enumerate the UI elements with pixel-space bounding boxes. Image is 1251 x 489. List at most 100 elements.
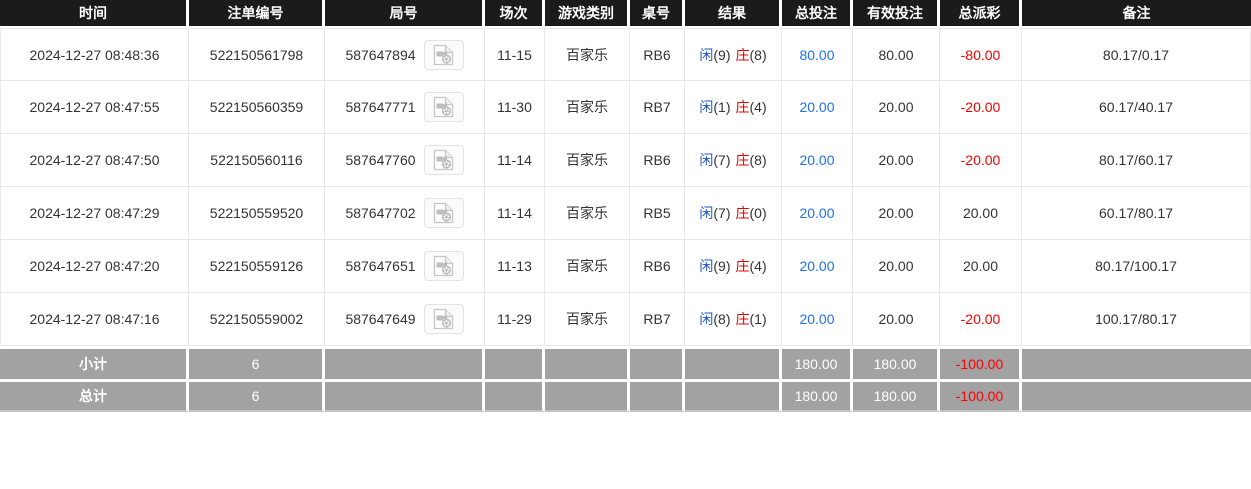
cell-remark: 60.17/80.17 xyxy=(1022,187,1251,240)
cell-session: 11-15 xyxy=(485,28,545,81)
result-player-score: (9) xyxy=(713,258,731,274)
cell-total-bet: 20.00 xyxy=(782,293,853,346)
cell-remark: 80.17/0.17 xyxy=(1022,28,1251,81)
column-header-9: 总派彩 xyxy=(940,0,1022,28)
cell-remark: 80.17/100.17 xyxy=(1022,240,1251,293)
table-row: 2024-12-27 08:47:29 522150559520 5876477… xyxy=(0,187,1251,240)
cell-result: 闲(7) 庄(8) xyxy=(685,134,782,187)
cell-session: 11-30 xyxy=(485,81,545,134)
summary-empty-cell xyxy=(685,379,782,412)
cell-round-number: 587647894 xyxy=(325,28,485,81)
video-replay-button[interactable] xyxy=(423,251,464,281)
table-footer: 小计 6 180.00 180.00 -100.00 总计 6 180.00 1… xyxy=(0,346,1251,412)
summary-empty-cell xyxy=(1022,346,1251,379)
video-replay-button[interactable] xyxy=(423,39,464,70)
cell-remark: 100.17/80.17 xyxy=(1022,293,1251,346)
cell-round-number: 587647649 xyxy=(325,293,485,346)
video-replay-button[interactable] xyxy=(423,304,464,334)
cell-valid-bet: 20.00 xyxy=(853,81,940,134)
result-player-label: 闲 xyxy=(699,152,714,168)
cell-bet-number: 522150561798 xyxy=(189,28,325,81)
result-banker-label: 庄 xyxy=(735,258,750,274)
result-player-label: 闲 xyxy=(699,99,714,115)
round-number: 587647760 xyxy=(345,152,416,168)
result-player-label: 闲 xyxy=(699,311,714,327)
table-row: 2024-12-27 08:47:16 522150559002 5876476… xyxy=(0,293,1251,346)
cell-time: 2024-12-27 08:47:16 xyxy=(0,293,189,346)
result-banker-label: 庄 xyxy=(735,152,750,168)
cell-total-bet: 20.00 xyxy=(782,134,853,187)
table-row: 2024-12-27 08:47:50 522150560116 5876477… xyxy=(0,134,1251,187)
result-banker-score: (4) xyxy=(749,258,767,274)
result-banker-score: (4) xyxy=(749,99,767,115)
cell-valid-bet: 20.00 xyxy=(853,240,940,293)
result-banker-label: 庄 xyxy=(735,205,750,221)
cell-result: 闲(9) 庄(4) xyxy=(685,240,782,293)
result-banker-score: (1) xyxy=(749,311,767,327)
summary-total-payout: -100.00 xyxy=(940,379,1022,412)
cell-time: 2024-12-27 08:47:20 xyxy=(0,240,189,293)
cell-bet-number: 522150560116 xyxy=(189,134,325,187)
video-replay-button[interactable] xyxy=(423,198,464,228)
video-file-icon xyxy=(433,202,453,224)
table-row: 2024-12-27 08:47:20 522150559126 5876476… xyxy=(0,240,1251,293)
cell-total-payout: 20.00 xyxy=(940,187,1022,240)
column-header-8: 有效投注 xyxy=(853,0,940,28)
table-row: 2024-12-27 08:47:55 522150560359 5876477… xyxy=(0,81,1251,134)
video-file-icon xyxy=(433,96,453,118)
summary-empty-cell xyxy=(630,379,685,412)
cell-total-payout: -20.00 xyxy=(940,81,1022,134)
cell-result: 闲(9) 庄(8) xyxy=(685,28,782,81)
summary-total-payout: -100.00 xyxy=(940,346,1022,379)
result-player-score: (7) xyxy=(713,152,731,168)
cell-round-number: 587647702 xyxy=(325,187,485,240)
cell-time: 2024-12-27 08:48:36 xyxy=(0,28,189,81)
column-header-4: 游戏类别 xyxy=(545,0,630,28)
result-player-score: (1) xyxy=(713,99,731,115)
summary-empty-cell xyxy=(325,379,485,412)
cell-table-number: RB6 xyxy=(630,240,685,293)
cell-total-payout: 20.00 xyxy=(940,240,1022,293)
round-number: 587647894 xyxy=(345,46,416,63)
cell-total-bet: 20.00 xyxy=(782,187,853,240)
result-banker-label: 庄 xyxy=(735,99,750,115)
result-player-label: 闲 xyxy=(699,205,714,221)
cell-round-number: 587647771 xyxy=(325,81,485,134)
video-replay-button[interactable] xyxy=(423,145,464,175)
summary-total-bet: 180.00 xyxy=(782,379,853,412)
cell-time: 2024-12-27 08:47:55 xyxy=(0,81,189,134)
result-player-score: (9) xyxy=(713,46,731,63)
cell-game-type: 百家乐 xyxy=(545,187,630,240)
cell-session: 11-29 xyxy=(485,293,545,346)
cell-total-bet: 20.00 xyxy=(782,81,853,134)
cell-round-number: 587647760 xyxy=(325,134,485,187)
result-banker-score: (8) xyxy=(749,46,767,63)
summary-valid-bet: 180.00 xyxy=(853,346,940,379)
cell-result: 闲(1) 庄(4) xyxy=(685,81,782,134)
video-replay-button[interactable] xyxy=(423,92,464,122)
cell-round-number: 587647651 xyxy=(325,240,485,293)
cell-session: 11-13 xyxy=(485,240,545,293)
cell-game-type: 百家乐 xyxy=(545,134,630,187)
cell-table-number: RB6 xyxy=(630,134,685,187)
summary-count: 6 xyxy=(189,379,325,412)
round-number: 587647702 xyxy=(345,205,416,221)
summary-row: 总计 6 180.00 180.00 -100.00 xyxy=(0,379,1251,412)
cell-bet-number: 522150559520 xyxy=(189,187,325,240)
result-banker-label: 庄 xyxy=(735,46,750,63)
round-number: 587647651 xyxy=(345,258,416,274)
summary-empty-cell xyxy=(485,346,545,379)
summary-valid-bet: 180.00 xyxy=(853,379,940,412)
cell-table-number: RB7 xyxy=(630,293,685,346)
video-file-icon xyxy=(433,44,453,65)
column-header-0: 时间 xyxy=(0,0,189,28)
cell-game-type: 百家乐 xyxy=(545,240,630,293)
cell-valid-bet: 80.00 xyxy=(853,28,940,81)
cell-valid-bet: 20.00 xyxy=(853,293,940,346)
cell-remark: 60.17/40.17 xyxy=(1022,81,1251,134)
round-number: 587647771 xyxy=(345,99,416,115)
column-header-2: 局号 xyxy=(325,0,485,28)
column-header-5: 桌号 xyxy=(630,0,685,28)
cell-total-payout: -80.00 xyxy=(940,28,1022,81)
cell-session: 11-14 xyxy=(485,187,545,240)
